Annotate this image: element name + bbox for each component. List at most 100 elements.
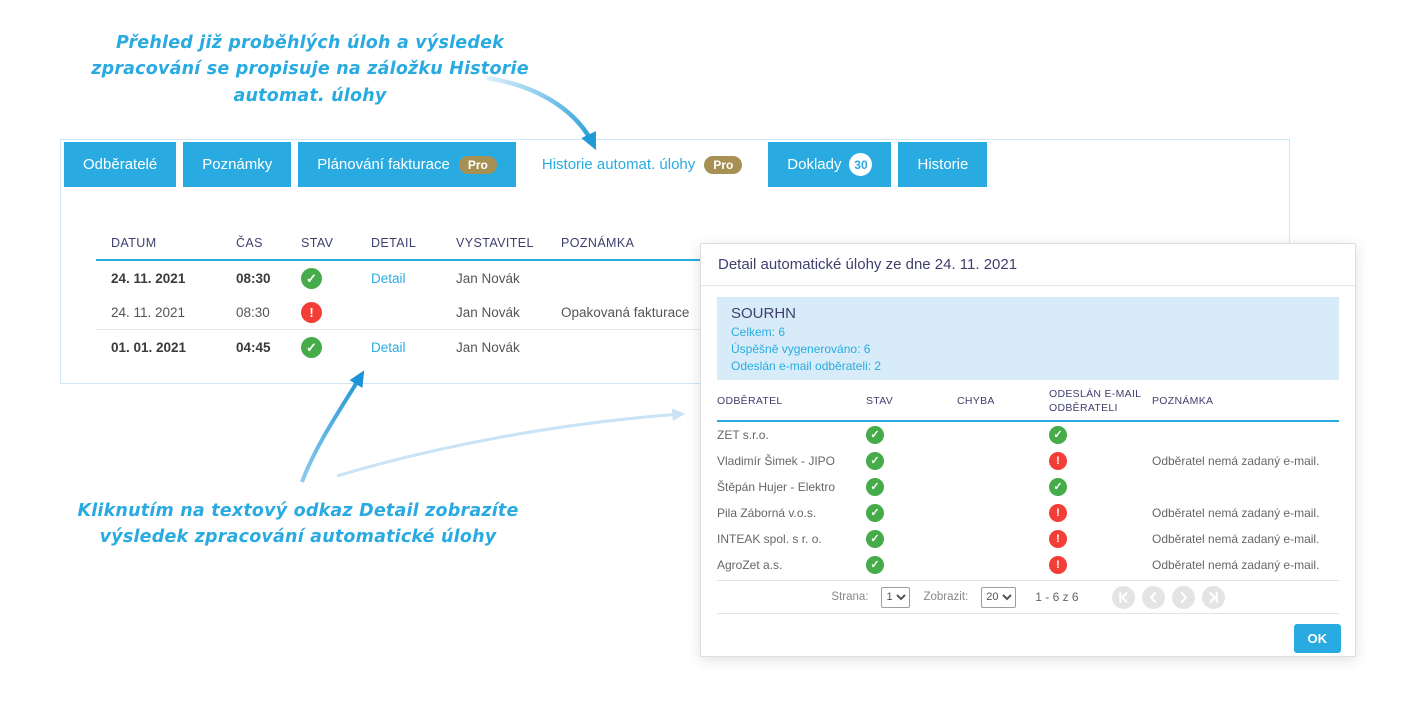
cell-stav: ✓ [866, 556, 957, 575]
cell-odberatel: Štěpán Hujer - Elektro [717, 480, 836, 495]
modal-table-header: ODBĚRATEL STAV CHYBA ODESLÁN E-MAIL ODBĚRAT… [717, 382, 1339, 423]
modal-table: ODBĚRATEL STAV CHYBA ODESLÁN E-MAIL ODBĚRAT… [717, 382, 1339, 578]
cell-stav: ! [301, 301, 371, 323]
column-header-stav: STAV [301, 235, 334, 250]
check-circle-icon: ✓ [866, 426, 884, 445]
tab-historie[interactable]: Historie [898, 142, 988, 187]
top-annotation: Přehled již proběhlých úloh a výsledek z… [91, 33, 529, 106]
cell-odberatel: Vladimír Šimek - JIPO [717, 454, 836, 469]
check-circle-icon: ✓ [301, 267, 322, 289]
tab-planovani-fakturace[interactable]: Plánování fakturace Pro [298, 142, 516, 187]
column-header-odeslan-e-mail-odberateli: ODESLÁN E-MAIL ODBĚRATELI [1049, 388, 1141, 415]
check-circle-icon: ✓ [866, 452, 884, 471]
modal-footer: OK [701, 614, 1355, 663]
cell-poznamka: Odběratel nemá zadaný e-mail. [1152, 506, 1320, 521]
detail-modal: Detail automatické úlohy ze dne 24. 11. … [700, 243, 1356, 657]
last-page-icon[interactable] [1201, 585, 1225, 609]
check-circle-icon: ✓ [866, 556, 884, 575]
cell-stav: ✓ [301, 336, 371, 358]
detail-link[interactable]: Detail [371, 270, 406, 286]
range-text: 1 - 6 z 6 [1035, 590, 1079, 605]
cell-datum: 01. 01. 2021 [111, 339, 187, 355]
cell-stav: ✓ [301, 267, 371, 289]
exclamation-circle-icon: ! [1049, 452, 1067, 471]
table-row: Pila Záborná v.o.s. ✓! Odběratel nemá zada… [717, 500, 1339, 526]
pro-badge: Pro [458, 155, 497, 174]
table-row: Štěpán Hujer - Elektro ✓ ✓ [717, 474, 1339, 500]
cell-vystavitel: Jan Novák [456, 339, 520, 355]
cell-odeslan-email: ! [1049, 504, 1152, 523]
tab-label: Historie [917, 156, 969, 173]
column-header-stav: STAV [866, 395, 894, 408]
column-header-chyba: CHYBA [957, 395, 995, 408]
cell-poznamka: Odběratel nemá zadaný e-mail. [1152, 558, 1320, 573]
column-header-datum: DATUM [111, 235, 157, 250]
tab-historie-automat-ulohy[interactable]: Historie automat. úlohy Pro [522, 142, 762, 187]
count-badge: 30 [849, 153, 873, 176]
check-circle-icon: ✓ [866, 504, 884, 523]
summary-line: Odeslán e-mail odběrateli: 2 [731, 358, 882, 373]
cell-odeslan-email: ! [1049, 556, 1152, 575]
cell-stav: ✓ [866, 426, 957, 445]
cell-cas: 08:30 [236, 304, 270, 320]
cell-poznamka: Odběratel nemá zadaný e-mail. [1152, 532, 1320, 547]
pagination-nav [1111, 585, 1225, 609]
cell-datum: 24. 11. 2021 [111, 304, 186, 320]
next-page-icon[interactable] [1171, 585, 1195, 609]
exclamation-circle-icon: ! [1049, 556, 1067, 575]
cell-stav: ✓ [866, 452, 957, 471]
modal-table-body: ZET s.r.o. ✓ ✓ Vladimír Šimek - JIPO ✓! Odběr… [717, 422, 1339, 578]
table-row: 01. 01. 2021 04:45 ✓ Detail Jan Novák [96, 329, 1262, 364]
cell-odeslan-email: ✓ [1049, 426, 1152, 445]
column-header-odberatel: ODBĚRATEL [717, 395, 783, 408]
tab-odberatele[interactable]: Odběratelé [64, 142, 177, 187]
cell-datum: 24. 11. 2021 [111, 270, 186, 286]
page-select[interactable]: 1 [881, 586, 911, 608]
check-circle-icon: ✓ [866, 530, 884, 549]
cell-poznamka: Opakovaná fakturace [561, 304, 690, 320]
cell-odberatel: Pila Záborná v.o.s. [717, 506, 817, 521]
history-table: DATUM ČAS STAV DETAIL VYSTAVITEL POZNÁMKA 24.… [96, 226, 1262, 364]
page-size-select[interactable]: 20 [981, 586, 1017, 608]
cell-detail: Detail [371, 340, 456, 355]
tab-doklady[interactable]: Doklady 30 [768, 142, 892, 187]
first-page-icon[interactable] [1111, 585, 1135, 609]
check-circle-icon: ✓ [1049, 426, 1067, 445]
column-header-vystavitel: VYSTAVITEL [456, 235, 534, 250]
arrow-to-detail-link [300, 370, 365, 483]
summary-line: Úspěšně vygenerováno: 6 [731, 341, 871, 356]
prev-page-icon[interactable] [1141, 585, 1165, 609]
cell-detail: Detail [371, 271, 456, 286]
history-table-body: 24. 11. 2021 08:30 ✓ Detail Jan Novák 24. 11.… [96, 261, 1262, 364]
table-row: 24. 11. 2021 08:30! Jan Novák Opakovaná fak… [96, 295, 1262, 329]
tab-bar: Odběratelé Poznámky Plánování fakturace Pro… [64, 142, 988, 187]
column-header-cas: ČAS [236, 235, 263, 250]
cell-odberatel: INTEAK spol. s r. o. [717, 532, 822, 547]
pagination-bar: Strana: 1 Zobrazit: 20 1 - 6 z 6 [717, 580, 1339, 615]
ok-button[interactable]: OK [1293, 624, 1341, 654]
modal-title: Detail automatické úlohy ze dne 24. 11. … [701, 244, 1355, 286]
cell-odeslan-email: ! [1049, 530, 1152, 549]
tab-label: Historie automat. úlohy [541, 156, 696, 173]
exclamation-circle-icon: ! [301, 301, 322, 323]
column-header-poznamka: POZNÁMKA [561, 235, 635, 250]
table-row: ZET s.r.o. ✓ ✓ [717, 422, 1339, 448]
column-header-poznamka: POZNÁMKA [1152, 395, 1214, 408]
page-label: Strana: [831, 591, 869, 604]
exclamation-circle-icon: ! [1049, 504, 1067, 523]
cell-odberatel: AgroZet a.s. [717, 558, 783, 573]
arrow-to-modal [336, 408, 686, 478]
exclamation-circle-icon: ! [1049, 530, 1067, 549]
cell-vystavitel: Jan Novák [456, 304, 520, 320]
cell-cas: 04:45 [236, 339, 271, 355]
check-circle-icon: ✓ [866, 478, 884, 497]
table-row: Vladimír Šimek - JIPO ✓! Odběratel nemá za… [717, 448, 1339, 474]
cell-odeslan-email: ! [1049, 452, 1152, 471]
table-row: AgroZet a.s. ✓! Odběratel nemá zadaný e-ma… [717, 552, 1339, 578]
pro-badge: Pro [704, 155, 743, 174]
cell-odberatel: ZET s.r.o. [717, 428, 769, 443]
detail-link[interactable]: Detail [371, 339, 406, 355]
check-circle-icon: ✓ [1049, 478, 1067, 497]
tab-poznamky[interactable]: Poznámky [183, 142, 292, 187]
cell-cas: 08:30 [236, 270, 271, 286]
